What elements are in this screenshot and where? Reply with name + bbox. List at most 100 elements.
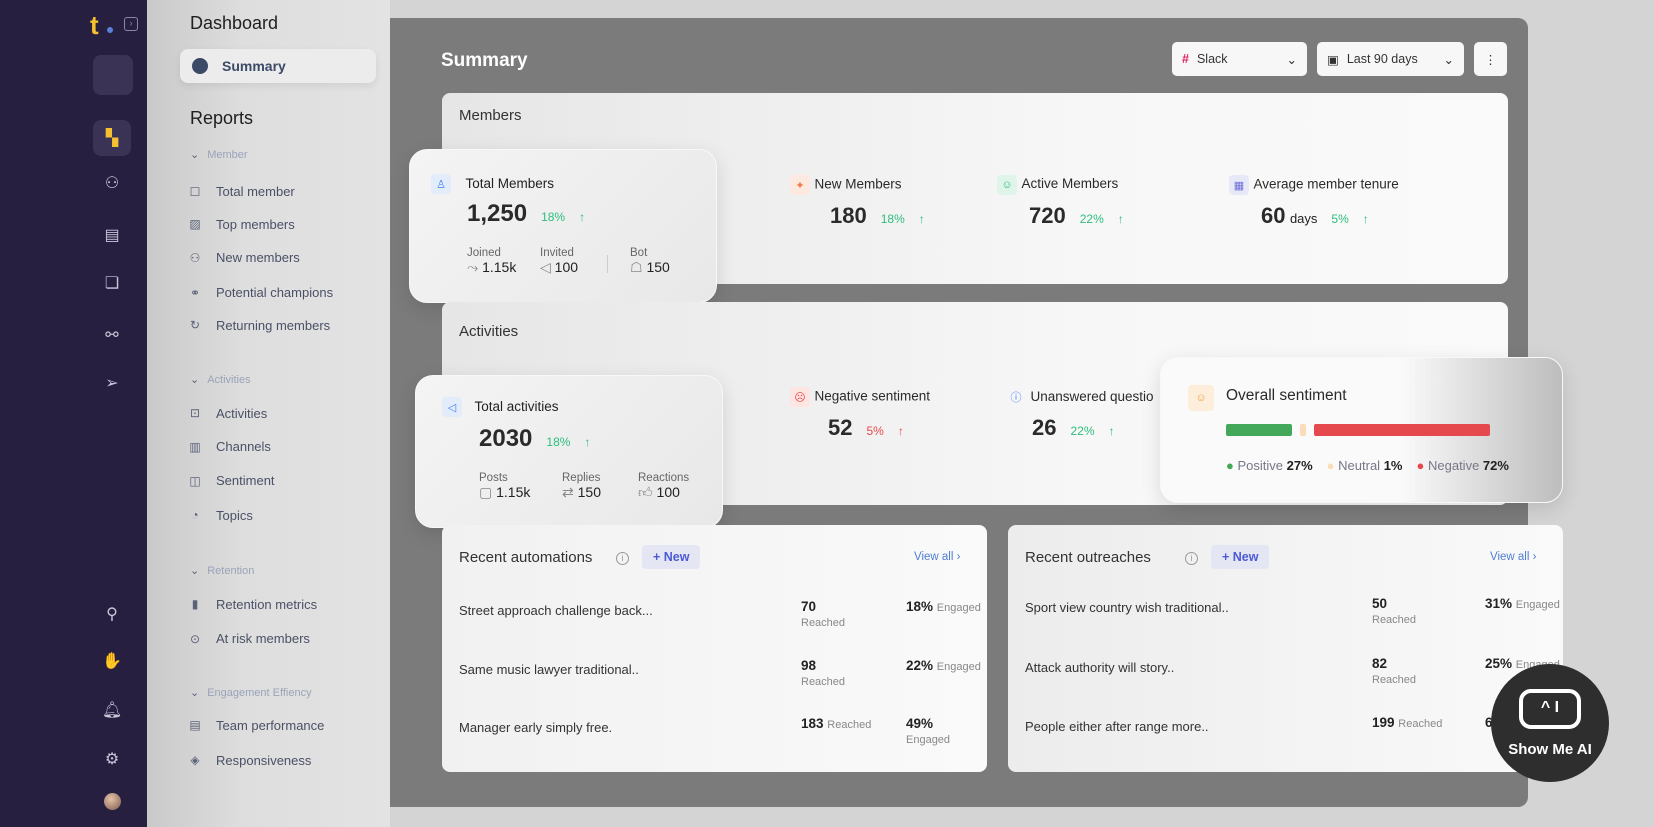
nav-item-label: New members xyxy=(216,250,300,266)
row-name: Manager early simply free. xyxy=(459,720,613,735)
reports-icon[interactable]: ▤ xyxy=(104,227,120,245)
stat-active-members[interactable]: ☺ Active Members 720 22% ↑ xyxy=(997,175,1124,229)
sidebar-item-topics[interactable]: ◔ Topics xyxy=(188,507,253,523)
section-retention[interactable]: Retention xyxy=(190,564,254,577)
info-icon[interactable]: i xyxy=(1185,552,1198,565)
new-button[interactable]: + New xyxy=(1211,545,1270,569)
joined-label: Joined xyxy=(467,247,501,259)
reached-value: 183 xyxy=(801,716,824,731)
info-icon[interactable]: i xyxy=(616,552,629,565)
bot-label: Bot xyxy=(630,247,648,259)
stat-change: 22% xyxy=(1070,424,1095,438)
wand-icon: ✦ xyxy=(790,175,810,195)
sentiment-bar-neutral xyxy=(1299,424,1307,436)
stat-label: Total activities xyxy=(474,398,559,414)
sidebar-item-sentiment[interactable]: ◫ Sentiment xyxy=(188,473,275,489)
reached-label: Reached xyxy=(827,719,872,731)
total-activities-card[interactable]: ◁ Total activities 2030 18% ↑ Posts ▢ 1.15k… xyxy=(415,375,723,528)
sidebar-item-at-risk-members[interactable]: ⊙ At risk members xyxy=(188,631,310,646)
view-all-link[interactable]: View all › xyxy=(1490,551,1537,563)
thumbs-up-icon: 👍︎ xyxy=(638,484,653,500)
members-icon[interactable]: ⚇ xyxy=(104,174,120,192)
dashboard-heading: Dashboard xyxy=(190,13,279,33)
workspace-button[interactable] xyxy=(93,55,133,95)
bot-icon: ☖ xyxy=(630,259,643,275)
sidebar-item-responsiveness[interactable]: ◈ Responsiveness xyxy=(188,753,311,768)
sidebar-item-channels[interactable]: ▥ Channels xyxy=(188,439,271,454)
add-user-icon[interactable]: ⚲ xyxy=(106,606,118,623)
sidebar-item-potential-champions[interactable]: ⚭ Potential champions xyxy=(188,285,333,300)
bot-value: 150 xyxy=(646,259,670,275)
reached-label: Reached xyxy=(1372,674,1417,686)
date-range-select[interactable]: ▣ Last 90 days ⌄ xyxy=(1317,42,1464,76)
recent-outreaches-card: Recent outreaches i + New View all › Spo… xyxy=(1008,525,1563,772)
stat-change: 18% xyxy=(880,212,905,226)
sidebar-item-total-member[interactable]: ☐ Total member xyxy=(188,184,295,199)
avatar[interactable] xyxy=(104,793,121,810)
send-icon: ◁ xyxy=(442,397,462,417)
section-member[interactable]: Member xyxy=(190,148,247,161)
nav-item-label: Topics xyxy=(216,507,253,523)
chat-icon[interactable]: ❏ xyxy=(104,274,120,292)
nav-item-icon: ▥ xyxy=(189,439,201,454)
reply-icon: ⇄ xyxy=(562,484,574,500)
sidebar-item-top-members[interactable]: ▨ Top members xyxy=(188,217,294,232)
section-engagement-effiency[interactable]: Engagement Effiency xyxy=(190,686,311,699)
source-select[interactable]: # Slack ⌄ xyxy=(1172,42,1307,76)
pie-chart-icon xyxy=(192,58,208,74)
stat-label: Total Members xyxy=(465,175,554,191)
sad-face-icon: ☹ xyxy=(790,387,810,407)
sentiment-bar-positive xyxy=(1226,424,1292,436)
activities-title: Activities xyxy=(459,323,519,340)
sidebar-item-returning-members[interactable]: ↻ Returning members xyxy=(188,318,330,333)
members-title: Members xyxy=(459,107,522,124)
bell-icon[interactable]: 🔔︎ xyxy=(101,702,123,719)
total-members-card[interactable]: ♙ Total Members 1,250 18% ↑ Joined ⤳ 1.15k … xyxy=(409,149,717,303)
reached-label: Reached xyxy=(801,676,846,688)
engaged-label: Engaged xyxy=(1515,599,1560,611)
nav-item-icon: ▮ xyxy=(191,597,199,611)
row-name: People either after range more.. xyxy=(1025,719,1209,734)
row-name: Street approach challenge back... xyxy=(459,603,653,618)
sidebar-item-new-members[interactable]: ⚇ New members xyxy=(188,250,300,265)
watermark-text: Show Me AI xyxy=(1508,741,1592,758)
more-button[interactable]: ⋮ xyxy=(1474,42,1507,76)
handshake-icon[interactable]: ✋ xyxy=(102,653,122,671)
send-icon[interactable]: ➢ xyxy=(105,374,119,392)
stat-negative-sentiment[interactable]: ☹ Negative sentiment 52 5% ↑ xyxy=(790,387,930,441)
calendar-icon: ▣ xyxy=(1327,52,1339,67)
engaged-value: 31% xyxy=(1485,596,1513,611)
reactions-value: 100 xyxy=(656,484,680,500)
legend-neutral: ● Neutral 1% xyxy=(1326,458,1403,473)
gear-icon[interactable]: ⚙ xyxy=(104,750,120,768)
send-icon: ◁ xyxy=(540,259,551,275)
view-all-link[interactable]: View all › xyxy=(914,551,961,563)
question-icon: ⓘ xyxy=(1010,392,1022,404)
section-activities[interactable]: Activities xyxy=(190,373,250,386)
engaged-value: 22% xyxy=(906,658,934,673)
stat-new-members[interactable]: ✦ New Members 180 18% ↑ xyxy=(790,175,925,229)
overall-sentiment-card[interactable]: ☺ Overall sentiment ● Positive 27% ● Neu… xyxy=(1160,357,1563,503)
stat-label: Negative sentiment xyxy=(814,388,931,404)
workflow-icon[interactable]: ⚯ xyxy=(105,327,119,345)
chevron-down-icon: ⌄ xyxy=(1443,52,1454,67)
collapse-sidebar-icon[interactable]: › xyxy=(124,17,138,31)
icon-rail: t › ▚ ⚇ ▤ ❏ ⚯ ➢ ⚲ ✋ 🔔︎ ⚙ xyxy=(0,0,147,827)
stat-value: 26 xyxy=(1032,415,1057,440)
stat-unanswered-questions[interactable]: ⓘ Unanswered questio 26 22% ↑ xyxy=(1006,387,1154,441)
stat-change: 5% xyxy=(1331,212,1349,226)
legend-negative: ● Negative 72% xyxy=(1416,458,1509,473)
nav-item-icon: ⊙ xyxy=(189,631,201,646)
stat-member-tenure[interactable]: ▦ Average member tenure 60 days 5% ↑ xyxy=(1229,175,1399,229)
nav-item-label: Sentiment xyxy=(216,473,275,489)
stat-unit: days xyxy=(1289,211,1318,226)
dashboard-icon[interactable]: ▚ xyxy=(93,120,131,157)
sidebar-item-retention-metrics[interactable]: ▮ Retention metrics xyxy=(188,597,317,612)
new-button[interactable]: + New xyxy=(642,545,701,569)
page-title: Summary xyxy=(441,50,528,71)
sidebar-item-activities[interactable]: ⊡ Activities xyxy=(188,406,267,421)
source-value: Slack xyxy=(1196,52,1228,66)
sidebar-item-team-performance[interactable]: ▤ Team performance xyxy=(188,718,324,733)
sidebar-item-summary[interactable]: Summary xyxy=(180,49,376,83)
nav-item-icon: ☐ xyxy=(189,184,201,199)
